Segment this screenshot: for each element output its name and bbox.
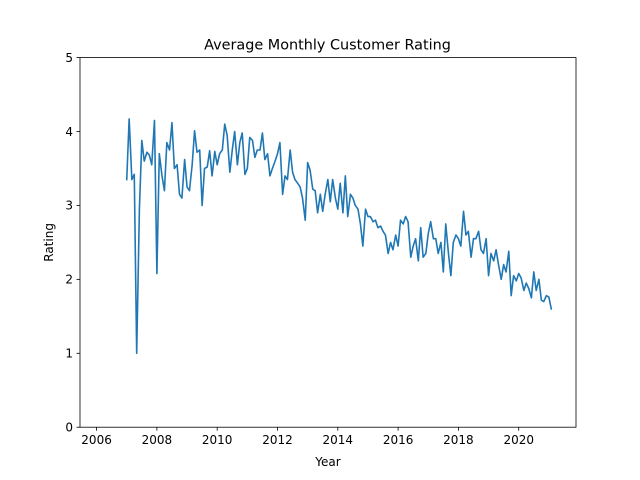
- y-tick-label: 4: [65, 125, 73, 139]
- x-tick-label: 2018: [443, 433, 474, 447]
- x-tick-label: 2008: [142, 433, 173, 447]
- plot-area: [80, 57, 576, 428]
- chart-title: Average Monthly Customer Rating: [204, 38, 451, 54]
- y-tick-label: 5: [65, 51, 73, 65]
- x-axis-ticks: 2006 2008 2010 2012 2014 2016 2018 2020: [81, 427, 534, 447]
- x-tick-label: 2014: [323, 433, 354, 447]
- x-tick-label: 2006: [81, 433, 112, 447]
- y-tick-label: 2: [65, 273, 73, 287]
- x-axis-label: Year: [314, 455, 340, 469]
- x-tick-label: 2020: [503, 433, 534, 447]
- y-tick-label: 1: [65, 347, 73, 361]
- plot-frame: [79, 57, 577, 428]
- y-tick-label: 0: [65, 421, 73, 435]
- x-tick-label: 2016: [383, 433, 414, 447]
- x-tick-label: 2010: [202, 433, 233, 447]
- y-axis-label: Rating: [42, 223, 56, 262]
- series-line: [125, 118, 553, 355]
- y-tick-label: 3: [65, 199, 73, 213]
- x-tick-label: 2012: [262, 433, 293, 447]
- y-axis-ticks: 0 1 2 3 4 5: [65, 51, 80, 435]
